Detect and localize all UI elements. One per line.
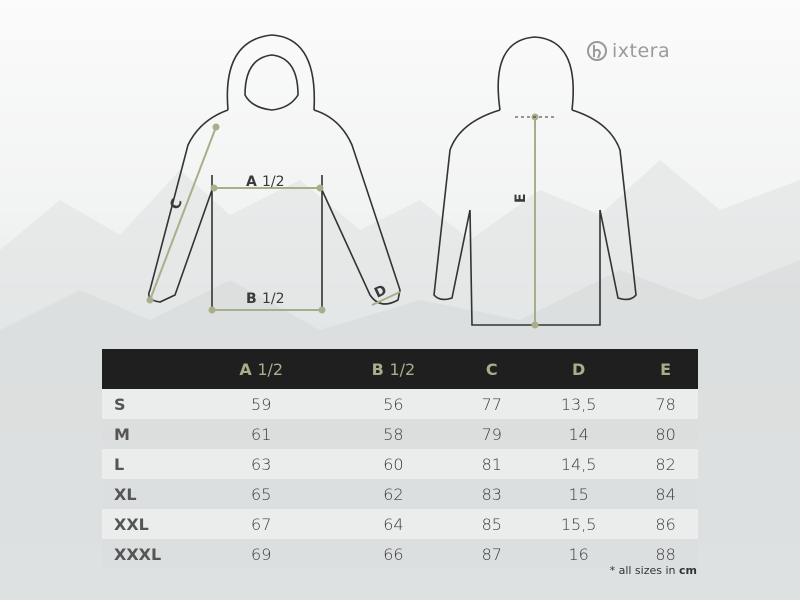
measurement-cell: 14	[524, 419, 634, 449]
measurement-cell: 66	[327, 539, 460, 569]
header-d: D	[524, 349, 634, 389]
measurement-cell: 65	[195, 479, 328, 509]
header-c: C	[459, 349, 525, 389]
measurement-cell: 81	[459, 449, 525, 479]
size-label: XXXL	[102, 539, 195, 569]
measurement-cell: 61	[195, 419, 328, 449]
measurement-cell: 16	[524, 539, 634, 569]
measurement-cell: 88	[633, 539, 698, 569]
table-row: XXL 67 64 85 15,5 86	[102, 509, 698, 539]
size-label: XL	[102, 479, 195, 509]
measurement-cell: 67	[195, 509, 328, 539]
table-row: M 61 58 79 14 80	[102, 419, 698, 449]
table-row: S 59 56 77 13,5 78	[102, 389, 698, 419]
size-label: M	[102, 419, 195, 449]
measurement-cell: 60	[327, 449, 460, 479]
measurement-cell: 80	[633, 419, 698, 449]
header-b: B 1/2	[327, 349, 460, 389]
measurement-cell: 64	[327, 509, 460, 539]
measurement-cell: 14,5	[524, 449, 634, 479]
header-e: E	[633, 349, 698, 389]
measurement-cell: 58	[327, 419, 460, 449]
measurement-lines	[146, 113, 555, 329]
label-b-fraction: 1/2	[262, 291, 285, 307]
measurement-cell: 56	[327, 389, 460, 419]
measurement-cell: 85	[459, 509, 525, 539]
measurement-cell: 82	[633, 449, 698, 479]
measurement-cell: 86	[633, 509, 698, 539]
measurement-cell: 13,5	[524, 389, 634, 419]
brand-name: ixtera	[612, 40, 671, 62]
size-table: A 1/2 B 1/2 C D E S 59 56 77 13,5 78 M 61 58 79 14…	[102, 349, 698, 569]
label-e: E	[513, 193, 529, 203]
jacket-front-outline	[147, 34, 401, 311]
label-a: A	[246, 174, 257, 190]
header-size	[102, 349, 195, 389]
ixtera-logo-icon	[587, 41, 607, 61]
measurement-cell: 15,5	[524, 509, 634, 539]
size-label: L	[102, 449, 195, 479]
measurement-cell: 77	[459, 389, 525, 419]
jacket-diagram: A 1/2 B 1/2 C D E	[146, 34, 637, 329]
size-label: S	[102, 389, 195, 419]
header-a: A 1/2	[195, 349, 328, 389]
measurement-cell: 78	[633, 389, 698, 419]
measurement-cell: 59	[195, 389, 328, 419]
table-header-row: A 1/2 B 1/2 C D E	[102, 349, 698, 389]
measurement-cell: 79	[459, 419, 525, 449]
size-label: XXL	[102, 509, 195, 539]
measurement-cell: 83	[459, 479, 525, 509]
table-row: XXXL 69 66 87 16 88	[102, 539, 698, 569]
measurement-cell: 69	[195, 539, 328, 569]
table-row: XL 65 62 83 15 84	[102, 479, 698, 509]
measurement-cell: 15	[524, 479, 634, 509]
brand-logo: ixtera	[586, 40, 670, 62]
measurement-cell: 63	[195, 449, 328, 479]
label-b: B	[246, 291, 257, 307]
table-row: L 63 60 81 14,5 82	[102, 449, 698, 479]
label-c: C	[167, 196, 186, 212]
measurement-cell: 87	[459, 539, 525, 569]
measurement-cell: 84	[633, 479, 698, 509]
measurement-cell: 62	[327, 479, 460, 509]
footnote: * all sizes in cm	[609, 564, 697, 577]
label-a-fraction: 1/2	[262, 174, 285, 190]
